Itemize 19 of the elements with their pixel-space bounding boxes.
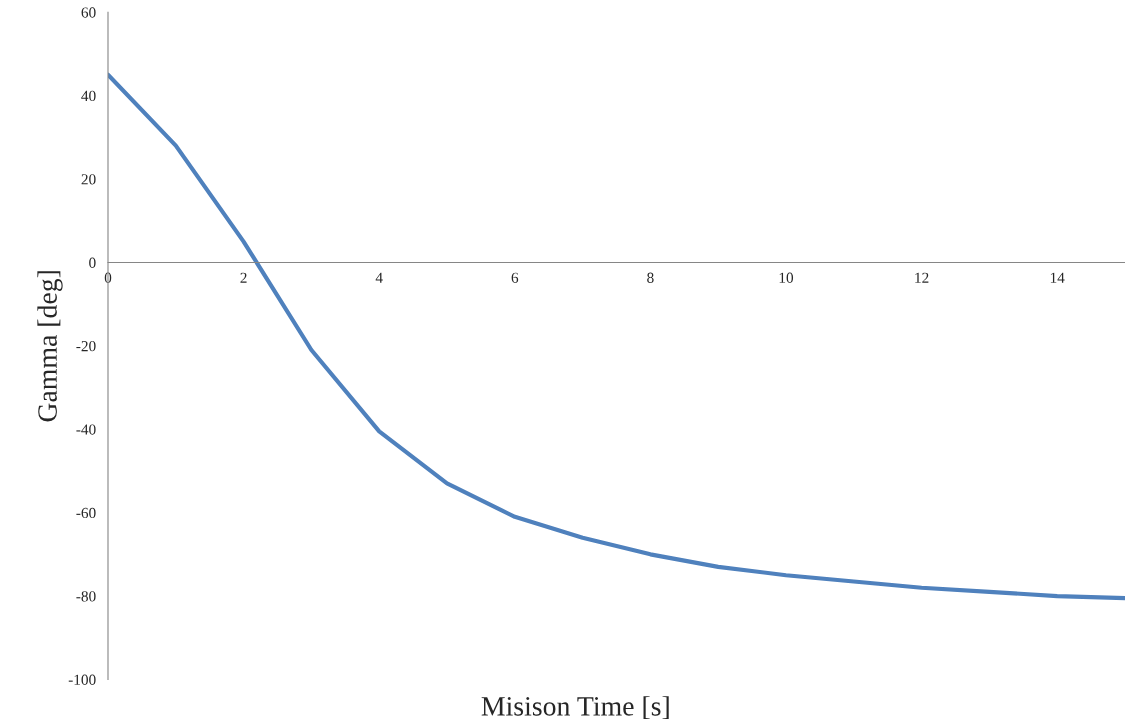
x-tick-label: 0 xyxy=(104,272,112,283)
y-tick-label: 0 xyxy=(89,257,96,268)
y-tick-label: -80 xyxy=(76,591,96,602)
x-tick-label: 10 xyxy=(779,272,794,283)
x-tick-label: 8 xyxy=(647,272,654,283)
y-tick-label: 60 xyxy=(81,7,96,18)
y-tick-label: -60 xyxy=(76,507,96,519)
y-axis-title: Gamma [deg] xyxy=(37,271,63,422)
y-tick-label: 20 xyxy=(81,174,96,185)
x-tick-label: 14 xyxy=(1050,272,1065,283)
x-tick-label: 6 xyxy=(511,272,519,283)
y-tick-label: -40 xyxy=(76,424,96,435)
y-tick-label: 40 xyxy=(81,90,96,102)
y-tick-label: -100 xyxy=(68,674,96,685)
x-tick-label: 4 xyxy=(375,272,383,283)
y-tick-label: -20 xyxy=(76,340,96,352)
x-tick-label: 12 xyxy=(915,272,929,283)
x-axis-title: Misison Time [s] xyxy=(481,696,669,719)
x-tick-label: 2 xyxy=(240,272,247,283)
